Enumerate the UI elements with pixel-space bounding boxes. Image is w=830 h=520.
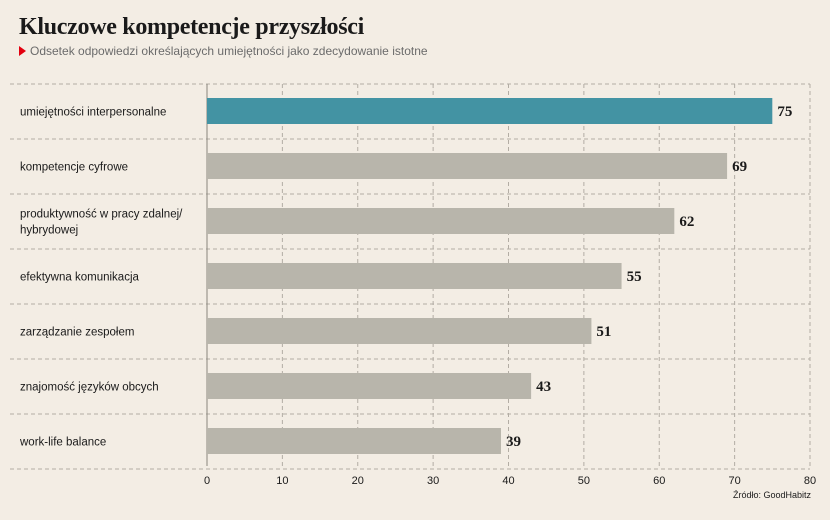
category-label: zarządzanie zespołem [20, 327, 134, 339]
x-tick-label: 30 [427, 475, 439, 487]
x-tick-label: 10 [276, 475, 288, 487]
source-note: Źródło: GoodHabitz [732, 490, 811, 500]
chart-subtitle-text: Odsetek odpowiedzi określających umiejęt… [30, 44, 428, 58]
category-label: efektywna komunikacja [20, 272, 139, 284]
x-tick-label: 40 [502, 475, 514, 487]
bar [207, 428, 501, 454]
data-label: 39 [506, 434, 521, 450]
category-label-line: work-life balance [19, 437, 106, 449]
category-label-line: umiejętności interpersonalne [20, 107, 166, 119]
bar [207, 153, 728, 179]
data-label: 69 [732, 159, 747, 175]
category-label: work-life balance [19, 437, 106, 449]
bar [207, 98, 773, 124]
data-label: 43 [536, 379, 551, 395]
x-tick-label: 0 [204, 475, 210, 487]
triangle-marker-icon [19, 46, 26, 56]
category-label-line: efektywna komunikacja [20, 272, 139, 284]
x-tick-label: 70 [729, 475, 741, 487]
data-label: 55 [627, 269, 642, 285]
category-label-line: hybrydowej [20, 225, 78, 237]
bar [207, 373, 532, 399]
data-label: 51 [596, 324, 611, 340]
category-label: umiejętności interpersonalne [20, 107, 166, 119]
x-tick-label: 80 [804, 475, 816, 487]
category-label: kompetencje cyfrowe [20, 162, 128, 174]
bar [207, 318, 592, 344]
data-label: 75 [777, 104, 792, 120]
bar [207, 208, 675, 234]
x-tick-label: 60 [653, 475, 665, 487]
category-label: znajomość języków obcych [20, 382, 159, 394]
category-label-line: kompetencje cyfrowe [20, 162, 128, 174]
x-tick-label: 20 [352, 475, 364, 487]
category-label: produktywność w pracy zdalnej/hybrydowej [20, 209, 183, 237]
category-label-line: produktywność w pracy zdalnej/ [20, 209, 183, 221]
data-label: 62 [679, 214, 694, 230]
category-label-line: zarządzanie zespołem [20, 327, 134, 339]
category-label-line: znajomość języków obcych [20, 382, 159, 394]
chart-title: Kluczowe kompetencje przyszłości [19, 14, 364, 40]
x-tick-label: 50 [578, 475, 590, 487]
chart-subtitle: Odsetek odpowiedzi określających umiejęt… [19, 44, 428, 58]
bar [207, 263, 622, 289]
